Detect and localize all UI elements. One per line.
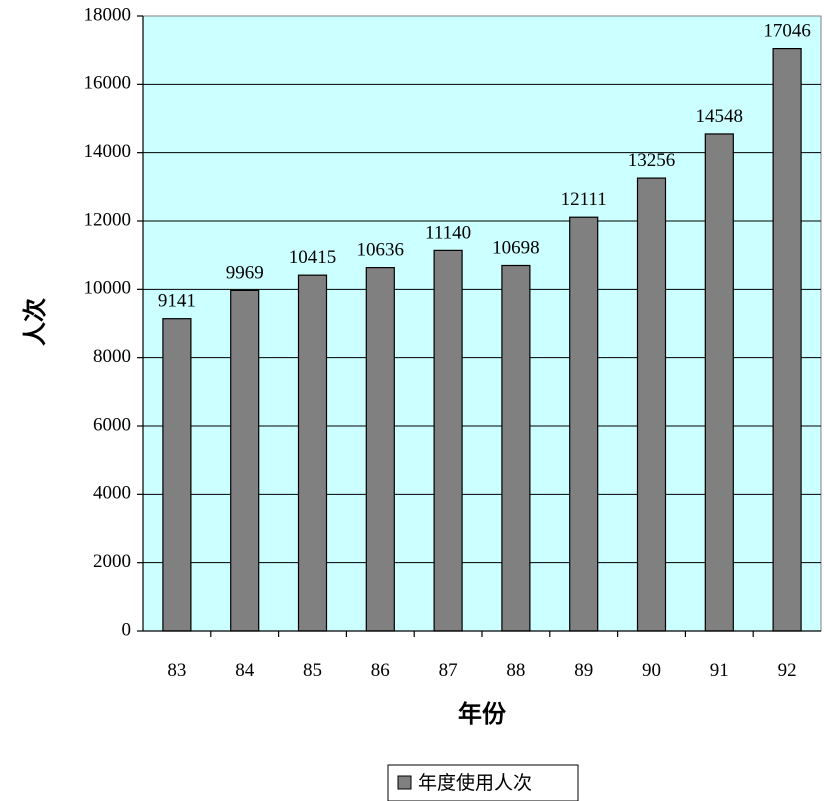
- x-tick-label: 91: [710, 660, 729, 681]
- legend: 年度使用人次: [387, 764, 579, 801]
- x-tick-label: 84: [235, 660, 255, 681]
- x-tick-label: 86: [371, 660, 390, 681]
- data-label: 17046: [763, 21, 811, 42]
- bar: [297, 274, 328, 632]
- legend-label: 年度使用人次: [418, 772, 532, 794]
- bar: [772, 47, 802, 632]
- y-tick-label: 10000: [84, 278, 132, 299]
- x-tick-label: 90: [642, 660, 661, 681]
- x-axis-title: 年份: [458, 700, 507, 728]
- data-label: 11140: [425, 222, 471, 243]
- bar: [569, 216, 599, 632]
- x-tick-label: 89: [574, 660, 593, 681]
- data-label: 12111: [561, 189, 607, 210]
- x-tick-label: 88: [506, 660, 525, 681]
- data-label: 9141: [158, 291, 196, 312]
- legend-box: [387, 764, 579, 801]
- y-tick-label: 6000: [93, 414, 131, 435]
- y-tick-label: 16000: [84, 73, 132, 94]
- data-label: 10698: [492, 237, 540, 258]
- x-tick-label: 87: [439, 660, 458, 681]
- y-tick-label: 2000: [93, 551, 131, 572]
- y-tick-label: 12000: [84, 209, 132, 230]
- bar: [501, 264, 531, 632]
- bar: [230, 289, 260, 632]
- y-axis-ticks: 0 2000 4000 6000 8000 10000 12000 14000 16000 180…: [84, 4, 143, 640]
- y-tick-label: 14000: [84, 141, 132, 162]
- bars: [162, 47, 802, 632]
- y-tick-label: 4000: [93, 483, 131, 504]
- data-label: 13256: [628, 150, 676, 171]
- data-labels: 9141 9969 10415 10636 11140 10698 12111 13256 14…: [158, 21, 811, 312]
- y-tick-label: 18000: [84, 4, 132, 25]
- x-axis-ticks: 83 84 85 86 87 88 89 90 91 92: [167, 631, 797, 681]
- bar: [162, 318, 192, 632]
- data-label: 10415: [289, 247, 337, 268]
- bar: [365, 267, 395, 632]
- bar: [704, 133, 734, 632]
- bar: [636, 177, 667, 632]
- data-label: 14548: [696, 106, 744, 127]
- y-tick-label: 8000: [93, 346, 131, 367]
- data-label: 10636: [357, 240, 405, 261]
- y-axis-title: 人次: [21, 298, 49, 346]
- x-tick-label: 92: [778, 660, 797, 681]
- x-tick-label: 83: [167, 660, 186, 681]
- legend-swatch: [397, 775, 412, 790]
- bar: [433, 249, 463, 632]
- x-tick-label: 85: [303, 660, 322, 681]
- y-tick-label: 0: [122, 619, 132, 640]
- data-label: 9969: [226, 262, 264, 283]
